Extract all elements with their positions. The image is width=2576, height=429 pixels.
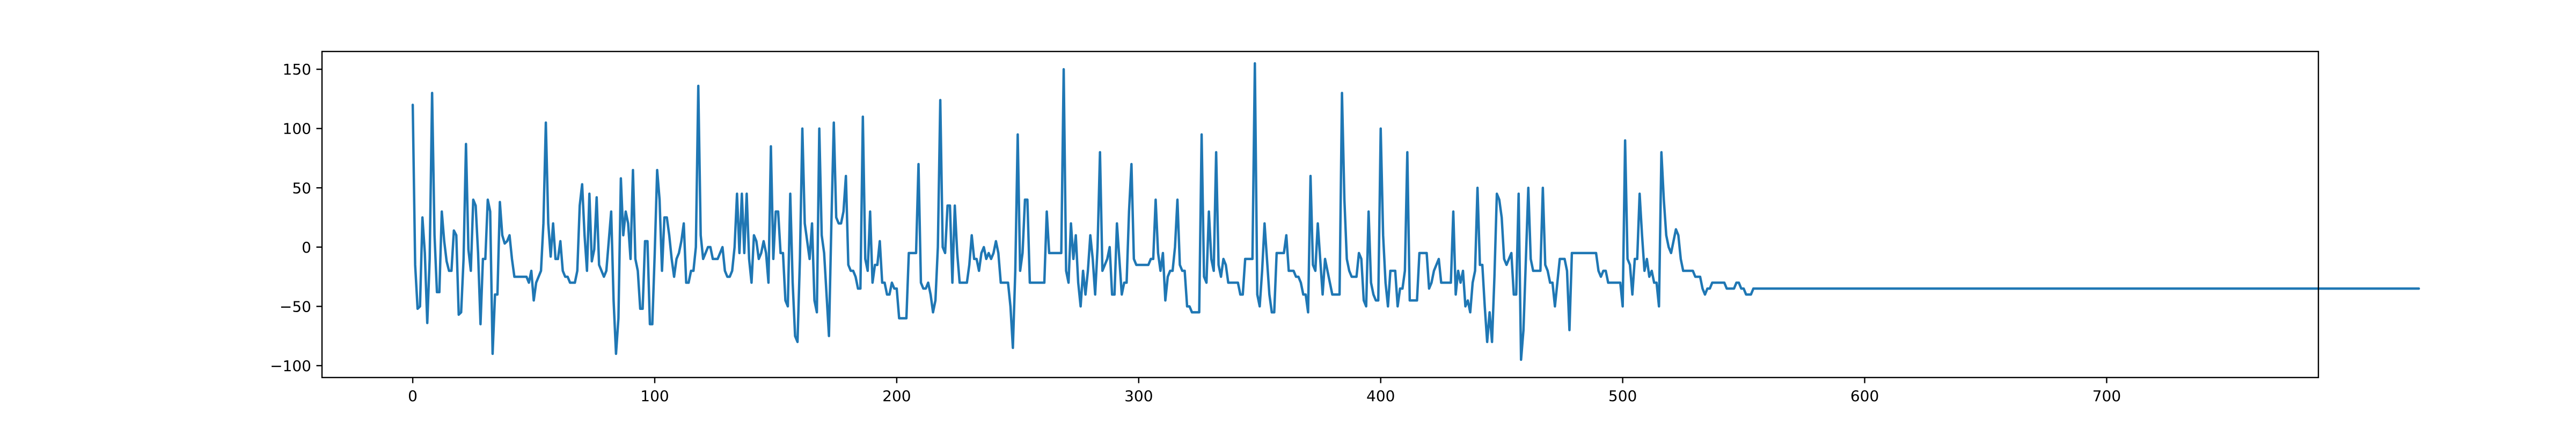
x-tick-label: 200 <box>882 387 911 405</box>
x-tick-label: 500 <box>1608 387 1637 405</box>
y-tick-label: 0 <box>302 239 311 256</box>
x-tick-label: 300 <box>1124 387 1153 405</box>
x-tick-label: 600 <box>1850 387 1879 405</box>
x-axis: 0 100 200 300 400 500 600 700 <box>408 378 2121 405</box>
series-line-0 <box>411 62 2420 361</box>
x-tick-label: 700 <box>2092 387 2121 405</box>
axes-frame <box>321 50 2319 379</box>
y-tick-label: −100 <box>270 357 311 375</box>
x-tick-label: 0 <box>408 387 418 405</box>
y-tick-label: −50 <box>280 298 311 315</box>
y-tick-label: 100 <box>283 120 311 138</box>
x-tick-label: 100 <box>640 387 669 405</box>
y-axis: −100 −50 0 50 100 150 <box>270 61 322 375</box>
y-tick-label: 150 <box>283 61 311 78</box>
x-tick-label: 400 <box>1366 387 1395 405</box>
y-tick-label: 50 <box>292 179 311 197</box>
series-layer <box>411 62 2420 361</box>
plot-area <box>321 50 2420 379</box>
